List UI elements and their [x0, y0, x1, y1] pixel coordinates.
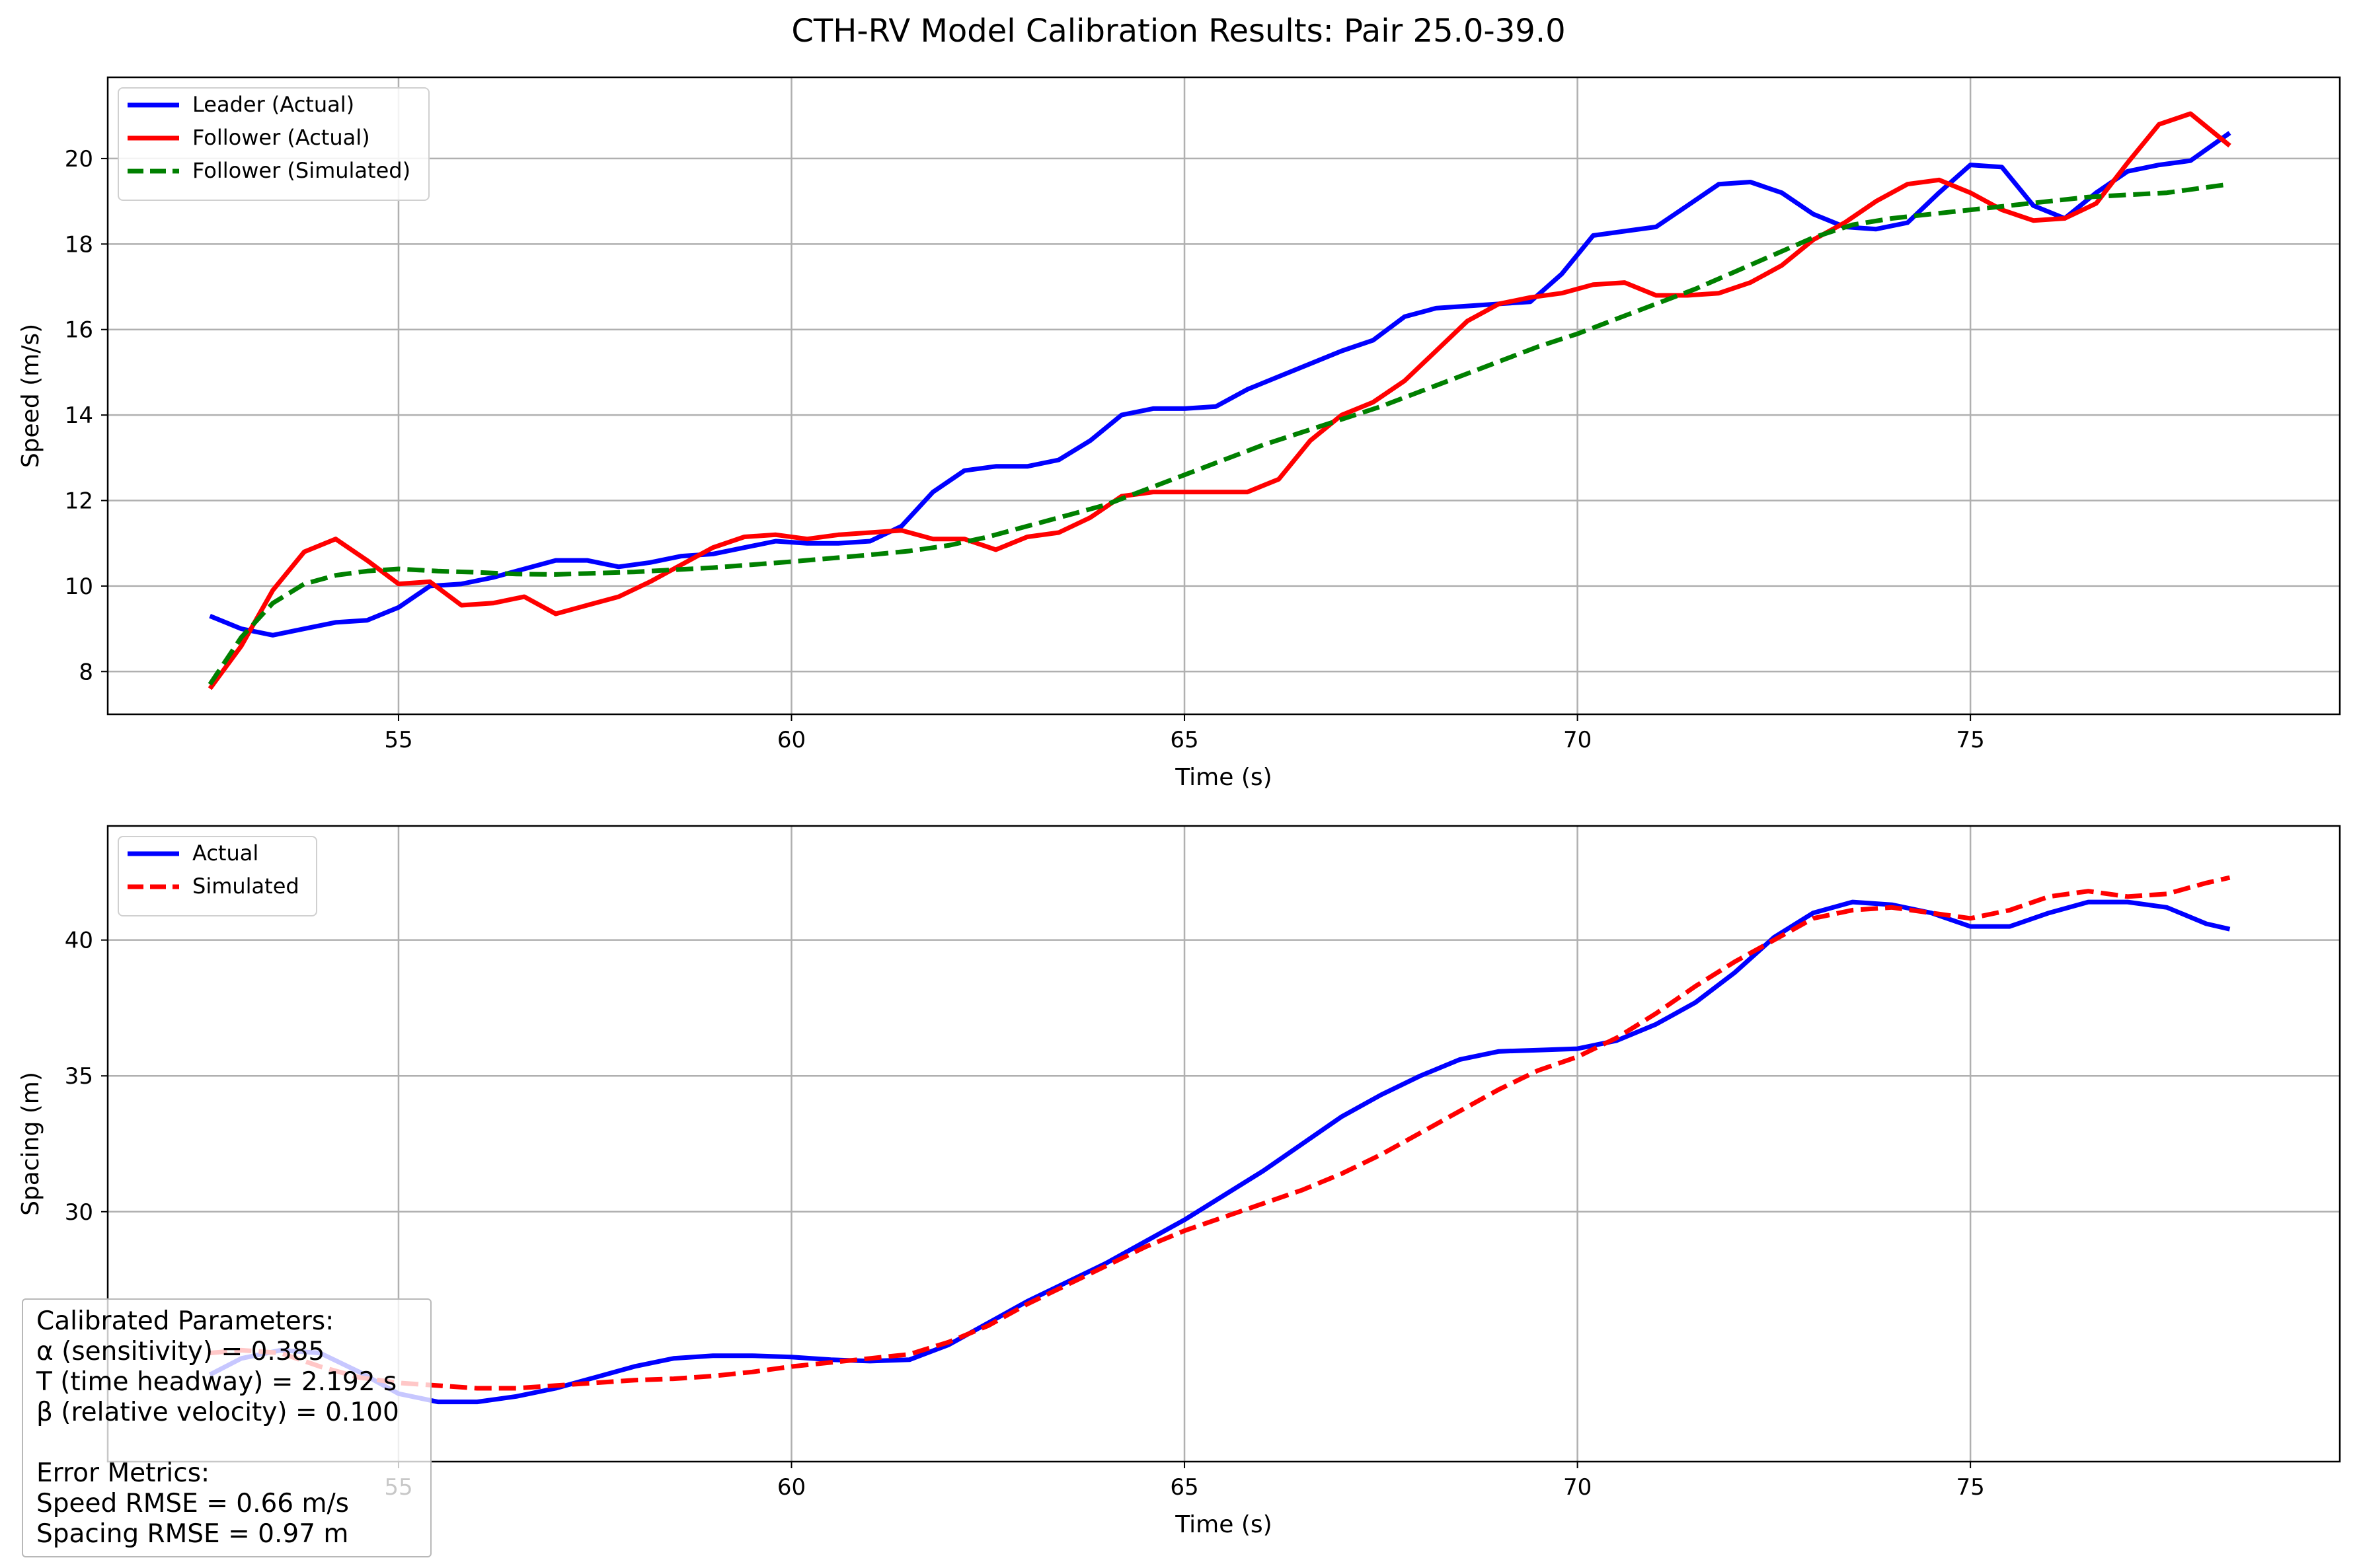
x-axis-label: Time (s) — [1175, 764, 1272, 791]
x-tick-label: 60 — [777, 727, 806, 753]
legend-box — [118, 836, 317, 916]
info-line: β (relative velocity) = 0.100 — [36, 1398, 399, 1427]
info-line: Calibrated Parameters: — [36, 1306, 334, 1336]
series-group — [208, 111, 2231, 691]
y-tick-label: 20 — [65, 146, 93, 172]
y-tick-label: 18 — [65, 231, 93, 258]
chart-title: CTH-RV Model Calibration Results: Pair 2… — [791, 13, 1565, 50]
x-tick-label: 75 — [1956, 727, 1984, 753]
info-line: α (sensitivity) = 0.385 — [36, 1337, 325, 1366]
y-tick-label: 10 — [65, 574, 93, 600]
series-line — [208, 899, 2231, 1405]
y-tick-label: 30 — [65, 1199, 93, 1226]
speed-panel: 55 60 65 70 75 8 10 12 14 16 18 20 Time (s) Speed (m/… — [17, 76, 2341, 791]
y-tick-label: 8 — [79, 659, 93, 685]
y-tick-label: 12 — [65, 488, 93, 515]
legend-label: Follower (Simulated) — [192, 158, 410, 183]
y-tick-label: 40 — [65, 928, 93, 954]
legend-box — [118, 87, 430, 201]
x-tick-label: 75 — [1956, 1474, 1984, 1501]
series-line — [209, 131, 2231, 638]
info-line: Spacing RMSE = 0.97 m — [36, 1519, 349, 1549]
x-tick-label: 65 — [1170, 1474, 1198, 1501]
series-line — [208, 111, 2231, 691]
series-line — [210, 875, 2231, 1391]
y-axis-label: Speed (m/s) — [17, 324, 44, 468]
legend-label: Follower (Actual) — [192, 125, 370, 150]
info-line: Error Metrics: — [36, 1458, 210, 1488]
series-group — [208, 875, 2231, 1405]
y-tick-label: 16 — [65, 317, 93, 344]
legend-label: Actual — [192, 840, 258, 866]
y-tick-label: 14 — [65, 402, 93, 429]
y-tick-label: 35 — [65, 1063, 93, 1090]
axes-frame — [106, 76, 2341, 716]
series-line — [208, 182, 2230, 686]
y-axis-label: Spacing (m) — [17, 1072, 44, 1216]
x-tick-label: 55 — [384, 727, 412, 753]
legend-label: Simulated — [192, 874, 299, 899]
calibration-info-box: Calibrated Parameters: α (sensitivity) =… — [22, 1298, 432, 1557]
axes-frame — [106, 825, 2341, 1463]
x-tick-label: 70 — [1563, 1474, 1592, 1501]
info-line — [36, 1428, 417, 1458]
info-line: Speed RMSE = 0.66 m/s — [36, 1489, 349, 1518]
info-line: T (time headway) = 2.192 s — [36, 1367, 397, 1397]
x-tick-label: 70 — [1563, 727, 1592, 753]
x-tick-label: 60 — [777, 1474, 806, 1501]
x-tick-label: 65 — [1170, 727, 1198, 753]
x-axis-label: Time (s) — [1175, 1511, 1272, 1538]
legend-label: Leader (Actual) — [192, 92, 354, 117]
spacing-panel: 5560657075303540Time (s)Spacing (m)Actua… — [17, 825, 2341, 1538]
